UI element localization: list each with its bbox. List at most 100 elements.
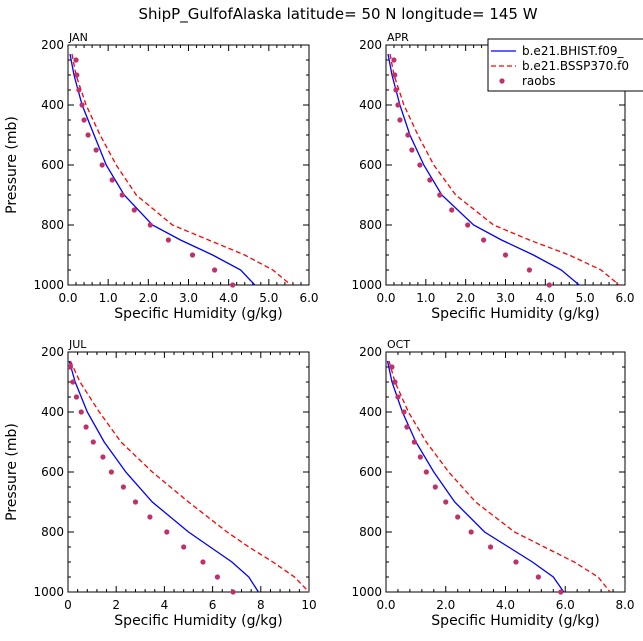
y-tick-label: 600 bbox=[359, 158, 382, 172]
x-tick-label: 2.0 bbox=[456, 291, 475, 305]
raobs-point bbox=[108, 469, 114, 475]
ssp370-series-line bbox=[69, 360, 310, 593]
x-tick-label: 8 bbox=[257, 598, 265, 612]
raobs-point bbox=[417, 454, 423, 460]
y-tick-label: 1000 bbox=[33, 585, 64, 599]
y-tick-label: 800 bbox=[41, 525, 64, 539]
x-axis-label: Specific Humidity (g/kg) bbox=[114, 613, 282, 629]
raobs-point bbox=[189, 252, 196, 258]
x-tick-label: 3.0 bbox=[179, 291, 198, 305]
raobs-point bbox=[405, 132, 411, 138]
x-tick-label: 10 bbox=[301, 598, 316, 612]
raobs-point bbox=[392, 379, 398, 385]
x-tick-label: 0.0 bbox=[58, 291, 77, 305]
raobs-point bbox=[120, 484, 127, 490]
hist-series-line bbox=[69, 53, 256, 286]
raobs-point bbox=[181, 544, 187, 550]
y-tick-label: 200 bbox=[41, 38, 64, 52]
panel-label: OCT bbox=[387, 338, 410, 351]
raobs-point bbox=[230, 282, 236, 288]
raobs-point bbox=[83, 424, 89, 430]
legend-box bbox=[487, 38, 643, 92]
x-tick-label: 1.0 bbox=[99, 291, 118, 305]
y-tick-label: 200 bbox=[41, 345, 64, 359]
x-tick-label: 5.0 bbox=[576, 291, 595, 305]
raobs-point bbox=[214, 574, 221, 580]
x-tick-label: 4 bbox=[161, 598, 169, 612]
raobs-point bbox=[443, 499, 449, 505]
x-tick-label: 4.0 bbox=[536, 291, 555, 305]
raobs-point bbox=[432, 484, 438, 490]
x-tick-label: 8.0 bbox=[615, 598, 634, 612]
y-tick-label: 800 bbox=[41, 218, 64, 232]
raobs-point bbox=[147, 222, 153, 228]
y-tick-label: 200 bbox=[359, 345, 382, 359]
raobs-point bbox=[465, 222, 471, 228]
y-tick-label: 200 bbox=[359, 38, 382, 52]
raobs-point bbox=[449, 207, 455, 213]
x-tick-label: 2.0 bbox=[436, 598, 455, 612]
ssp370-series-line bbox=[389, 53, 620, 286]
x-tick-label: 6.0 bbox=[556, 598, 575, 612]
raobs-point bbox=[81, 117, 87, 123]
raobs-point bbox=[147, 514, 153, 520]
raobs-point bbox=[411, 439, 417, 445]
plot-frame bbox=[67, 351, 310, 593]
raobs-point bbox=[78, 409, 84, 415]
raobs-point bbox=[391, 57, 397, 63]
raobs-point bbox=[164, 529, 170, 535]
y-tick-label: 600 bbox=[41, 158, 64, 172]
x-tick-label: 6.0 bbox=[615, 291, 634, 305]
legend-entry-label: b.e21.BSSP370.f0 bbox=[522, 59, 629, 73]
y-tick-label: 400 bbox=[41, 98, 64, 112]
y-tick-label: 400 bbox=[359, 98, 382, 112]
y-axis-label: Pressure (mb) bbox=[4, 116, 20, 214]
raobs-point bbox=[546, 282, 552, 288]
x-tick-label: 2.0 bbox=[139, 291, 158, 305]
x-tick-label: 4.0 bbox=[219, 291, 238, 305]
x-axis-label: Specific Humidity (g/kg) bbox=[431, 613, 599, 629]
x-tick-label: 6.0 bbox=[299, 291, 318, 305]
x-tick-label: 2 bbox=[112, 598, 120, 612]
chart-title: ShipP_GulfofAlaska latitude= 50 N longit… bbox=[138, 5, 537, 24]
raobs-point bbox=[437, 192, 443, 198]
x-tick-label: 5.0 bbox=[259, 291, 278, 305]
y-axis-label: Pressure (mb) bbox=[4, 423, 20, 521]
panel-label: JUL bbox=[68, 338, 87, 351]
x-tick-label: 0.0 bbox=[376, 598, 395, 612]
raobs-point bbox=[132, 499, 139, 505]
y-tick-label: 400 bbox=[41, 405, 64, 419]
raobs-point bbox=[212, 267, 218, 273]
legend-marker-dot bbox=[499, 78, 505, 84]
raobs-point bbox=[389, 364, 395, 370]
y-tick-label: 800 bbox=[359, 525, 382, 539]
raobs-point bbox=[395, 394, 401, 400]
raobs-point bbox=[76, 87, 82, 93]
raobs-point bbox=[67, 364, 74, 370]
x-tick-label: 1.0 bbox=[416, 291, 435, 305]
raobs-point bbox=[99, 162, 105, 168]
raobs-point bbox=[423, 469, 429, 475]
raobs-point bbox=[558, 589, 564, 595]
raobs-point bbox=[535, 574, 541, 580]
y-tick-label: 1000 bbox=[351, 278, 382, 292]
raobs-point bbox=[73, 57, 79, 63]
ssp370-series-line bbox=[71, 53, 292, 286]
raobs-point bbox=[468, 529, 474, 535]
ssp370-series-line bbox=[388, 360, 611, 593]
panels-group: 0.0 1.0 2.0 3.0 4.0 5.0 6.0 200 400 600 800 1000 JAN… bbox=[4, 31, 635, 629]
raobs-point bbox=[409, 147, 415, 153]
y-tick-label: 1000 bbox=[33, 278, 64, 292]
raobs-point bbox=[392, 72, 398, 78]
y-tick-label: 600 bbox=[41, 465, 64, 479]
raobs-point bbox=[417, 162, 423, 168]
raobs-point bbox=[455, 514, 461, 520]
legend-entry-label: raobs bbox=[522, 74, 556, 88]
y-tick-label: 400 bbox=[359, 405, 382, 419]
hist-series-line bbox=[68, 360, 259, 593]
raobs-point bbox=[487, 544, 494, 550]
x-tick-label: 3.0 bbox=[496, 291, 515, 305]
x-tick-label: 6 bbox=[209, 598, 217, 612]
raobs-point bbox=[397, 117, 403, 123]
